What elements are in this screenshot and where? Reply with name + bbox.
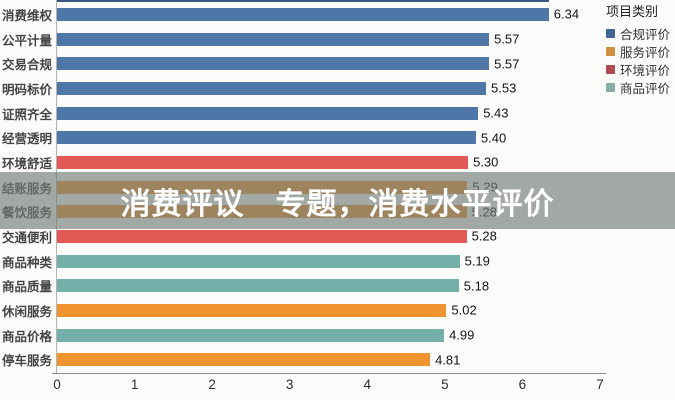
bar	[57, 155, 469, 169]
bar-track: 5.53	[56, 80, 675, 96]
category-label: 明码标价	[2, 82, 53, 97]
value-label: 5.57	[494, 56, 520, 72]
bar-row: 停车服务 4.81	[0, 347, 675, 372]
legend-item: 环境评价	[606, 60, 670, 78]
x-axis-ticks: 0 1 2 3 4 5 6 7	[53, 377, 604, 395]
bar-track: 5.40	[56, 130, 675, 146]
x-tick-label: 7	[596, 377, 604, 392]
legend: 项目类别 合规评价服务评价环境评价商品评价	[606, 1, 670, 96]
legend-item-label: 合规评价	[620, 27, 671, 42]
bar	[57, 328, 445, 342]
bar-row: 交易合规 5.57	[0, 51, 675, 76]
bar	[57, 303, 447, 317]
bar-row: 公平计量 5.57	[0, 27, 675, 52]
bar	[57, 106, 479, 120]
bar-track: 6.34	[56, 6, 675, 22]
bar-row: 环境舒适 5.30	[0, 150, 675, 175]
cropped-bar-artifact	[57, 0, 549, 2]
bar-track: 5.57	[56, 31, 675, 47]
bar	[57, 254, 460, 268]
legend-item: 服务评价	[606, 42, 670, 60]
legend-swatch-icon	[606, 82, 615, 92]
category-label: 经营透明	[2, 132, 53, 147]
bar-track: 5.57	[56, 56, 675, 72]
category-label: 证照齐全	[2, 107, 53, 122]
category-label: 交易合规	[2, 58, 53, 73]
category-label: 商品质量	[2, 280, 53, 295]
legend-items: 合规评价服务评价环境评价商品评价	[606, 24, 670, 96]
bar	[57, 279, 459, 293]
category-label: 交通便利	[2, 230, 53, 245]
bar-row: 证照齐全 5.43	[0, 101, 675, 126]
x-tick-label: 4	[363, 377, 372, 392]
bar-track: 5.28	[56, 228, 675, 244]
bar-row: 交通便利 5.28	[0, 224, 675, 249]
x-axis-line	[52, 373, 606, 374]
value-label: 5.28	[471, 228, 497, 244]
bar-row: 商品质量 5.18	[0, 273, 675, 298]
legend-swatch-icon	[606, 28, 615, 38]
x-tick-label: 2	[208, 377, 216, 392]
bar	[57, 353, 431, 367]
bar	[57, 32, 490, 46]
value-label: 5.02	[451, 302, 477, 318]
value-label: 4.99	[449, 327, 475, 343]
bar	[57, 7, 549, 21]
value-label: 5.40	[480, 130, 507, 146]
legend-title: 项目类别	[606, 4, 659, 19]
value-label: 5.18	[463, 278, 490, 294]
bar-track: 5.43	[56, 105, 675, 121]
bar	[57, 131, 476, 145]
bar-track: 5.02	[56, 302, 675, 318]
bar	[57, 57, 490, 71]
category-label: 休闲服务	[2, 304, 53, 319]
x-tick-label: 6	[518, 377, 527, 392]
category-label: 停车服务	[2, 354, 53, 369]
watermark-band: 消费评议 专题，消费水平评价	[0, 172, 675, 229]
legend-item: 合规评价	[606, 24, 670, 42]
bar	[57, 81, 486, 95]
x-tick-label: 1	[130, 377, 139, 392]
bar-row: 消费维权 6.34	[0, 2, 675, 27]
bar-row: 商品种类 5.19	[0, 249, 675, 274]
value-label: 5.53	[491, 80, 517, 96]
bar-track: 5.19	[56, 253, 675, 269]
legend-item: 商品评价	[606, 78, 670, 96]
bar-track: 5.18	[56, 278, 675, 294]
bar-row: 经营透明 5.40	[0, 125, 675, 150]
value-label: 6.34	[553, 6, 580, 22]
value-label: 4.81	[435, 352, 461, 368]
category-label: 商品种类	[2, 255, 53, 270]
legend-swatch-icon	[606, 46, 615, 56]
bar-track: 4.81	[56, 352, 675, 368]
bar-row: 休闲服务 5.02	[0, 298, 675, 323]
x-tick-label: 3	[285, 377, 294, 392]
bar-row: 明码标价 5.53	[0, 76, 675, 101]
value-label: 5.30	[473, 154, 499, 170]
bar-row: 商品价格 4.99	[0, 323, 675, 348]
legend-item-label: 服务评价	[620, 45, 671, 60]
x-tick-label: 0	[53, 377, 61, 392]
value-label: 5.19	[464, 253, 490, 269]
category-label: 消费维权	[2, 8, 53, 23]
bar-track: 4.99	[56, 327, 675, 343]
bar-track: 5.30	[56, 154, 675, 170]
watermark-text: 消费评议 专题，消费水平评价	[120, 187, 555, 221]
value-label: 5.57	[494, 31, 520, 47]
category-label: 公平计量	[2, 33, 53, 48]
legend-swatch-icon	[606, 64, 615, 74]
category-label: 商品价格	[2, 329, 53, 344]
legend-item-label: 环境评价	[620, 63, 671, 78]
bar	[57, 229, 467, 243]
legend-item-label: 商品评价	[620, 81, 671, 96]
category-label: 环境舒适	[2, 156, 53, 171]
x-tick-label: 5	[441, 377, 449, 392]
value-label: 5.43	[483, 105, 509, 121]
